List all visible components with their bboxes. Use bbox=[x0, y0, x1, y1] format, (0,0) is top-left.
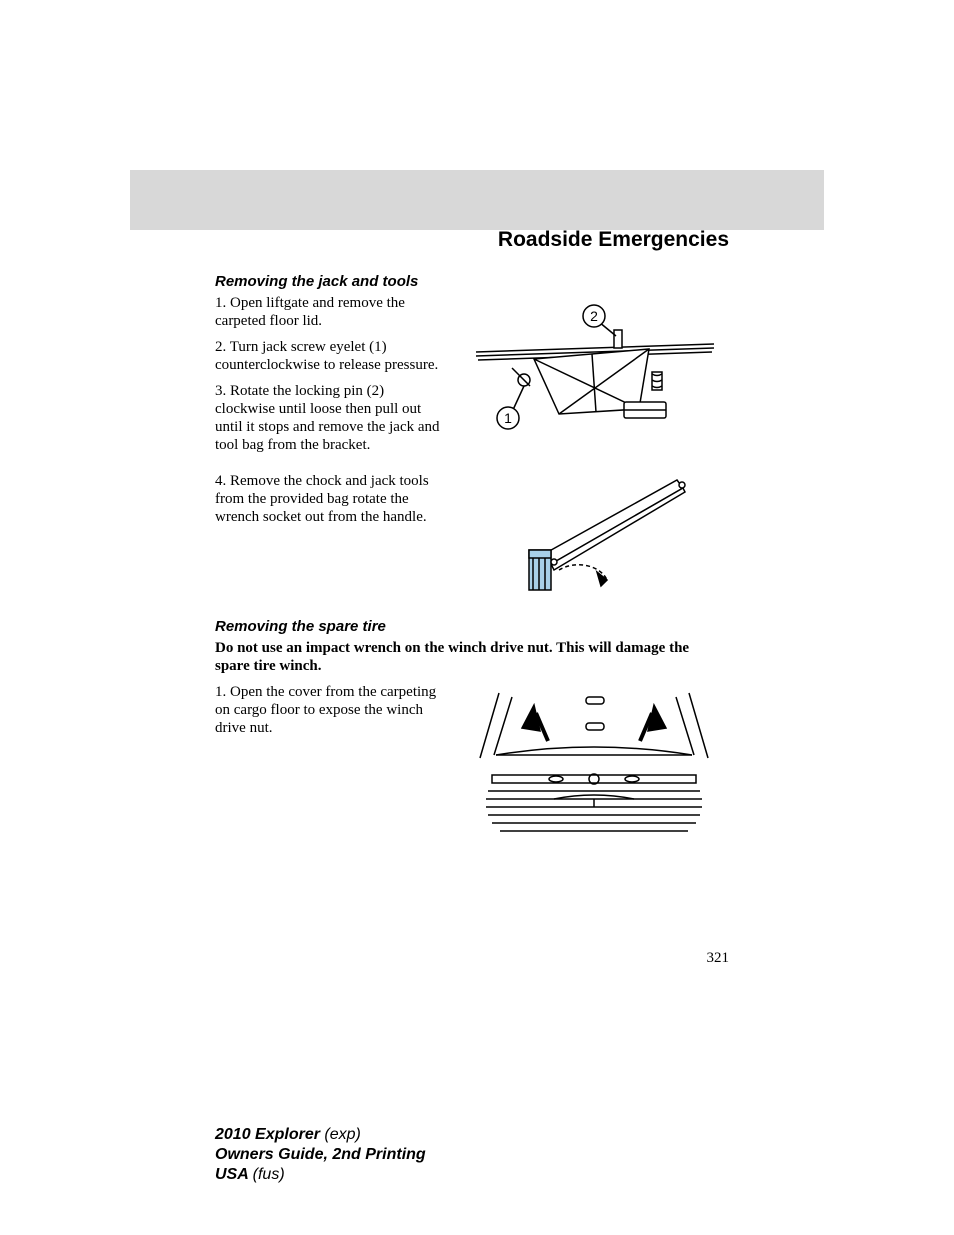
section1-step2: 2. Turn jack screw eyelet (1) counterclo… bbox=[215, 338, 445, 374]
liftgate-diagram bbox=[464, 683, 724, 853]
footer: 2010 Explorer (exp) Owners Guide, 2nd Pr… bbox=[215, 1125, 426, 1185]
section1-step3: 3. Rotate the locking pin (2) clockwise … bbox=[215, 382, 445, 454]
section2-warning: Do not use an impact wrench on the winch… bbox=[215, 639, 725, 675]
callout-1: 1 bbox=[504, 410, 512, 426]
section1-step4: 4. Remove the chock and jack tools from … bbox=[215, 472, 445, 526]
header-bar bbox=[130, 170, 824, 230]
section1-block2: 4. Remove the chock and jack tools from … bbox=[215, 472, 725, 602]
section1-heading: Removing the jack and tools bbox=[215, 273, 725, 290]
section2-heading: Removing the spare tire bbox=[215, 618, 725, 635]
callout-2: 2 bbox=[590, 308, 598, 324]
chapter-title: Roadside Emergencies bbox=[498, 228, 729, 252]
section1-block1: 1. Open liftgate and remove the carpeted… bbox=[215, 294, 725, 462]
footer-code2: (fus) bbox=[253, 1166, 285, 1183]
footer-code1: (exp) bbox=[324, 1126, 360, 1143]
wrench-diagram bbox=[499, 472, 689, 602]
page-content: Removing the jack and tools 1. Open lift… bbox=[215, 273, 725, 863]
footer-guide: Owners Guide, 2nd Printing bbox=[215, 1145, 426, 1165]
page-number: 321 bbox=[707, 950, 730, 967]
section1-step1: 1. Open liftgate and remove the carpeted… bbox=[215, 294, 445, 330]
jack-diagram: 1 2 bbox=[464, 294, 724, 454]
section2-block1: 1. Open the cover from the carpeting on … bbox=[215, 683, 725, 853]
footer-region: USA bbox=[215, 1166, 253, 1183]
section2-step1: 1. Open the cover from the carpeting on … bbox=[215, 683, 445, 737]
footer-model: 2010 Explorer bbox=[215, 1126, 324, 1143]
